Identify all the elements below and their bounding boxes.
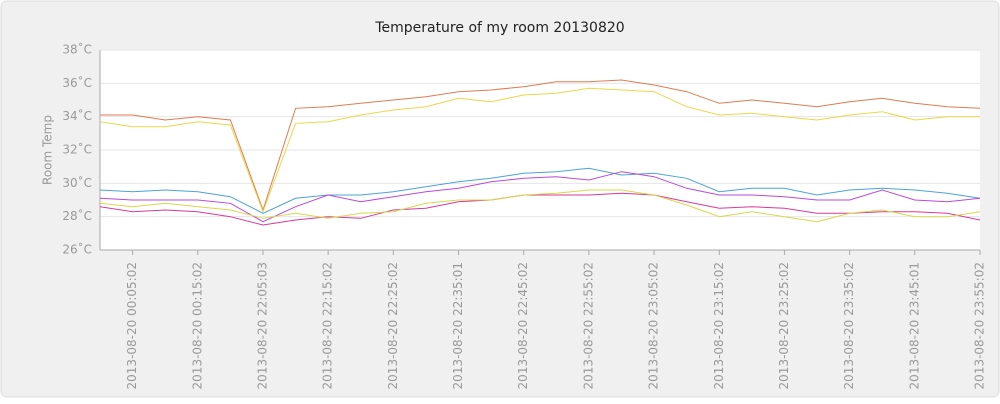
chart-title: Temperature of my room 20130820 xyxy=(374,20,624,36)
x-tick-label: 2013-08-20 22:25:02 xyxy=(386,262,400,389)
x-tick-label: 2013-08-20 23:25:02 xyxy=(777,262,791,389)
x-tick-label: 2013-08-20 23:05:02 xyxy=(647,262,661,389)
series-line xyxy=(99,171,981,223)
series-line xyxy=(99,192,981,226)
x-tick-label: 2013-08-20 00:05:02 xyxy=(125,262,139,389)
y-tick-label: 36˚C xyxy=(62,75,92,90)
x-tick-label: 2013-08-20 22:35:01 xyxy=(451,262,465,389)
y-tick-label: 26˚C xyxy=(62,242,92,257)
y-tick-label: 28˚C xyxy=(62,208,92,223)
series-line xyxy=(99,87,980,214)
x-tick-label: 2013-08-20 22:45:02 xyxy=(516,262,530,389)
series-line xyxy=(100,79,981,212)
x-tick-label: 2013-08-20 23:55:02 xyxy=(973,262,987,389)
x-tick-label: 2013-08-20 00:15:02 xyxy=(190,262,204,389)
x-tick-label: 2013-08-20 22:05:03 xyxy=(255,262,269,389)
x-tick-label: 2013-08-20 23:15:02 xyxy=(712,262,726,389)
y-tick-label: 34˚C xyxy=(62,108,92,123)
x-tick-label: 2013-08-20 23:45:01 xyxy=(907,262,921,389)
series-line xyxy=(99,189,981,223)
y-tick-label: 30˚C xyxy=(62,175,92,190)
x-tick-label: 2013-08-20 22:15:02 xyxy=(321,262,335,389)
y-tick-label: 38˚C xyxy=(62,42,92,57)
series-line xyxy=(99,167,981,214)
x-tick-label: 2013-08-20 22:55:02 xyxy=(581,262,595,389)
y-tick-label: 32˚C xyxy=(62,142,92,157)
x-tick-label: 2013-08-20 23:35:02 xyxy=(842,262,856,389)
y-axis-label: Room Temp xyxy=(41,115,55,185)
